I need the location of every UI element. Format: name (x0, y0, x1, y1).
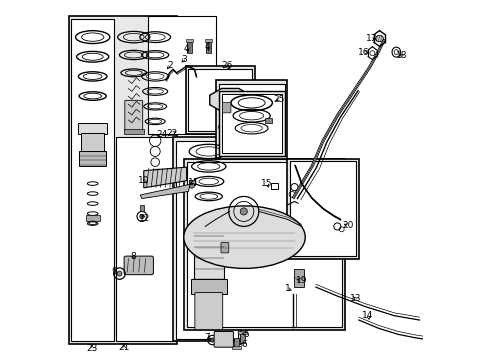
Text: 21: 21 (118, 343, 129, 352)
Text: 9: 9 (111, 267, 117, 276)
Bar (81, 133, 104, 152)
Text: 26: 26 (221, 61, 233, 70)
Text: 11: 11 (188, 177, 199, 186)
Text: 18: 18 (395, 51, 407, 60)
Bar (173, 137, 241, 342)
Bar (189, 180, 194, 185)
Text: 19: 19 (295, 276, 307, 285)
Circle shape (189, 183, 194, 188)
FancyBboxPatch shape (124, 256, 153, 275)
Bar (186, 42, 191, 53)
Bar (80, 151, 106, 166)
Bar (264, 118, 271, 123)
Text: 4: 4 (204, 41, 210, 50)
Bar (185, 39, 192, 42)
Ellipse shape (183, 206, 305, 269)
Bar (116, 137, 175, 342)
FancyBboxPatch shape (222, 103, 230, 113)
Bar (123, 129, 143, 134)
Ellipse shape (375, 35, 383, 42)
Bar (231, 346, 240, 348)
FancyBboxPatch shape (124, 100, 142, 131)
Bar (185, 66, 255, 134)
Bar (69, 16, 176, 344)
Bar (238, 331, 246, 334)
Bar (221, 94, 281, 153)
Bar (193, 223, 224, 280)
Text: 2: 2 (167, 61, 173, 70)
Bar (233, 338, 238, 348)
Text: 20: 20 (342, 221, 353, 230)
Bar (71, 19, 114, 342)
Text: 22: 22 (166, 129, 178, 138)
Bar (148, 16, 216, 134)
Circle shape (210, 338, 214, 342)
Bar (183, 158, 344, 330)
FancyBboxPatch shape (214, 332, 233, 347)
Text: 12: 12 (139, 214, 150, 223)
Circle shape (218, 124, 224, 130)
Bar (216, 80, 287, 158)
Polygon shape (209, 89, 250, 112)
Text: 5: 5 (243, 330, 248, 339)
Text: 1: 1 (284, 284, 290, 293)
Bar (218, 91, 284, 156)
Bar (140, 205, 144, 211)
Bar (186, 162, 341, 327)
Bar (290, 161, 355, 256)
Circle shape (240, 208, 247, 215)
Text: 4: 4 (183, 44, 189, 53)
Bar (206, 42, 211, 53)
Polygon shape (143, 167, 186, 188)
FancyBboxPatch shape (194, 293, 222, 330)
Bar (85, 215, 100, 221)
Bar (205, 39, 212, 42)
Text: 6: 6 (241, 340, 247, 349)
Bar (150, 174, 160, 180)
Text: 25: 25 (273, 95, 285, 104)
Bar (293, 269, 303, 287)
Text: 8: 8 (130, 252, 136, 261)
Text: 23: 23 (86, 344, 98, 353)
Bar (218, 84, 284, 156)
Text: 17: 17 (365, 35, 377, 44)
Bar (271, 183, 278, 189)
Text: 7: 7 (203, 333, 209, 342)
Bar (190, 279, 226, 294)
Bar (176, 141, 238, 339)
Text: 3: 3 (181, 55, 186, 64)
Bar (78, 123, 107, 134)
Text: 13: 13 (349, 294, 360, 303)
Text: 14: 14 (361, 311, 373, 320)
Circle shape (117, 271, 122, 276)
Text: 15: 15 (261, 179, 272, 188)
Text: 24: 24 (156, 130, 167, 139)
Bar (240, 333, 244, 342)
Bar (219, 119, 223, 126)
Bar (188, 69, 252, 131)
Text: 10: 10 (138, 176, 149, 185)
Circle shape (140, 214, 144, 219)
FancyBboxPatch shape (221, 243, 228, 253)
Polygon shape (140, 184, 190, 199)
Bar (287, 158, 358, 258)
Text: 16: 16 (357, 48, 369, 57)
